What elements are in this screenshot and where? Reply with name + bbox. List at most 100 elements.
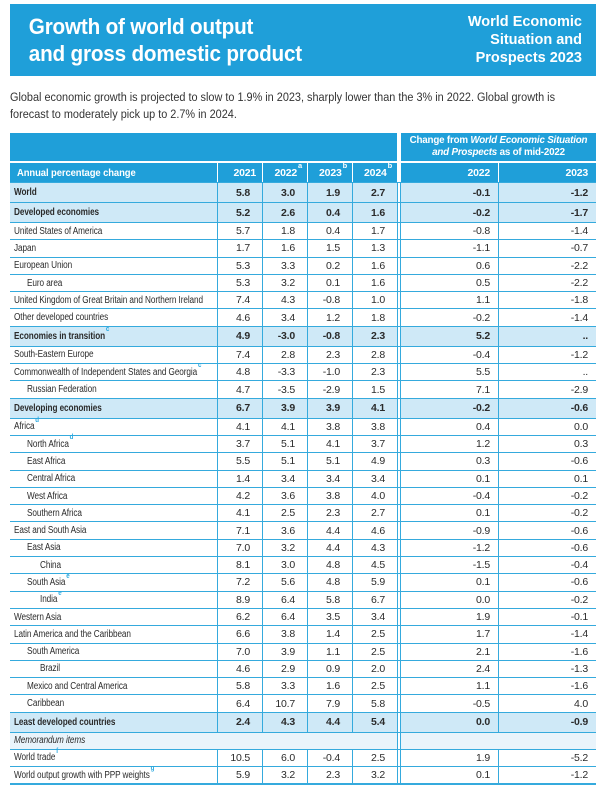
- value-2024: 4.6: [352, 522, 397, 539]
- value-2022: 2.5: [262, 505, 307, 522]
- row-label: Latin America and the Caribbean: [10, 626, 217, 642]
- change-2023: -0.4: [498, 557, 596, 574]
- row-label: World tradef: [10, 747, 217, 766]
- change-2022: 0.0: [401, 712, 498, 732]
- row-label: Euro area: [10, 275, 217, 291]
- value-2023: 4.4: [307, 539, 352, 557]
- row-label-text: South Asiae: [27, 570, 70, 588]
- row-label: Caribbean: [10, 695, 217, 711]
- column-gap: [397, 453, 401, 470]
- value-2022: 3.9: [262, 398, 307, 418]
- value-2022: 3.2: [262, 539, 307, 557]
- value-2024: 2.5: [352, 749, 397, 767]
- row-label: East Africa: [10, 453, 217, 469]
- row-label: Russian Federation: [10, 381, 217, 397]
- edition-line2: Situation and: [490, 32, 582, 48]
- value-2023: 4.1: [307, 435, 352, 453]
- value-2022: 3.2: [262, 767, 307, 784]
- value-2022: 10.7: [262, 695, 307, 712]
- table-row: World 5.8 3.0 1.9 2.7 -0.1 -1.2: [10, 183, 596, 203]
- footnote-marker: c: [105, 324, 110, 334]
- value-2024: 2.5: [352, 643, 397, 660]
- value-2023: 4.4: [307, 712, 352, 732]
- column-gap: [397, 749, 401, 767]
- change-2023: -0.6: [498, 574, 596, 591]
- value-2022: 3.4: [262, 309, 307, 326]
- change-2022: -1.1: [472, 242, 490, 255]
- value-2024: 2.7: [352, 505, 397, 522]
- row-label: China: [10, 557, 217, 573]
- column-gap: [397, 398, 401, 418]
- row-label: South Asiae: [10, 570, 217, 590]
- column-gap: [397, 274, 401, 292]
- value-2023: 3.8: [307, 418, 352, 435]
- value-2022: 3.2: [262, 274, 307, 292]
- table-row: South America 7.0 3.9 1.1 2.5 2.1 -1.6: [10, 643, 596, 661]
- value-2023: 1.5: [307, 240, 352, 257]
- value-2022: 6.4: [262, 608, 307, 626]
- change-2023: -0.6: [498, 453, 596, 470]
- table-row: West Africa 4.2 3.6 3.8 4.0 -0.4 -0.2: [10, 487, 596, 506]
- row-label-text: Indiae: [40, 587, 62, 606]
- value-2023: 0.2: [307, 257, 352, 274]
- row-label-text: South-Eastern Europe: [14, 349, 94, 361]
- table-row: Indiae 8.9 6.4 5.8 6.7 0.0 -0.2: [10, 587, 596, 609]
- value-2024: 2.5: [352, 626, 397, 643]
- report-edition: World Economic Situation and Prospects 2…: [468, 4, 596, 76]
- column-gap: [397, 608, 401, 626]
- row-label: Mexico and Central America: [10, 678, 217, 694]
- growth-table: Change from World Economic Situation and…: [10, 133, 596, 785]
- change-2023: -1.3: [498, 660, 596, 678]
- column-gap: [397, 487, 401, 505]
- table-row: Euro area 5.3 3.2 0.1 1.6 0.5 -2.2: [10, 274, 596, 293]
- table-header-band: Change from World Economic Situation and…: [10, 133, 596, 163]
- table-row: United States of America 5.7 1.8 0.4 1.7 -0.8…: [10, 223, 596, 241]
- value-2021: 6.4: [217, 695, 262, 712]
- footnote-marker: e: [66, 570, 70, 580]
- change-2023: -1.2: [498, 183, 596, 202]
- value-2022: 2.6: [262, 203, 307, 222]
- change-2023: -0.7: [498, 240, 596, 257]
- change-2023: ..: [498, 364, 596, 381]
- row-label-text: Caribbean: [27, 698, 65, 710]
- row-label: World output growth with PPP weightsg: [10, 764, 217, 783]
- change-2023: -1.4: [498, 309, 596, 326]
- value-2024: 3.2: [352, 767, 397, 784]
- value-2022: 6.4: [262, 591, 307, 608]
- value-2022: 5.6: [262, 574, 307, 591]
- row-label-text: North Africad: [27, 432, 74, 450]
- value-2023: 1.1: [307, 643, 352, 660]
- row-label: United States of America: [10, 223, 217, 239]
- column-gap: [397, 574, 401, 591]
- row-label-text: United Kingdom of Great Britain and Nort…: [14, 294, 203, 306]
- value-2024: 1.0: [352, 292, 397, 309]
- label-column-header: Annual percentage change: [10, 163, 217, 182]
- memorandum-blank: [401, 732, 596, 749]
- column-gap: [397, 522, 401, 539]
- change-2022: 0.4: [476, 420, 490, 433]
- change-2022: -0.2: [401, 203, 498, 222]
- value-2023: -0.8: [307, 292, 352, 309]
- value-2024: 3.8: [352, 418, 397, 435]
- value-2023: 4.4: [307, 522, 352, 539]
- value-2022: 5.1: [262, 453, 307, 470]
- value-2023: -0.8: [307, 326, 352, 346]
- row-label-text: East Asia: [27, 542, 61, 554]
- column-gap: [397, 557, 401, 574]
- change-2023: -0.2: [498, 505, 596, 522]
- value-2021: 8.9: [217, 591, 262, 608]
- value-2021: 4.7: [217, 381, 262, 398]
- value-2024: 4.1: [352, 398, 397, 418]
- change-2023: -0.6: [498, 539, 596, 557]
- change-header-2023: 2023: [498, 163, 596, 182]
- change-2022: -0.2: [472, 311, 490, 324]
- value-2023: 3.4: [307, 470, 352, 487]
- table-row: Brazil 4.6 2.9 0.9 2.0 2.4 -1.3: [10, 660, 596, 679]
- value-2024: 6.7: [352, 591, 397, 608]
- value-2024: 3.7: [352, 435, 397, 453]
- table-row: East and South Asia 7.1 3.6 4.4 4.6 -0.9 -0.6: [10, 522, 596, 540]
- value-2024: 2.3: [352, 326, 397, 346]
- value-2023: 3.9: [307, 398, 352, 418]
- table-row: Memorandum items: [10, 732, 596, 750]
- table-row: South-Eastern Europe 7.4 2.8 2.3 2.8 -0.4 -1.2: [10, 346, 596, 365]
